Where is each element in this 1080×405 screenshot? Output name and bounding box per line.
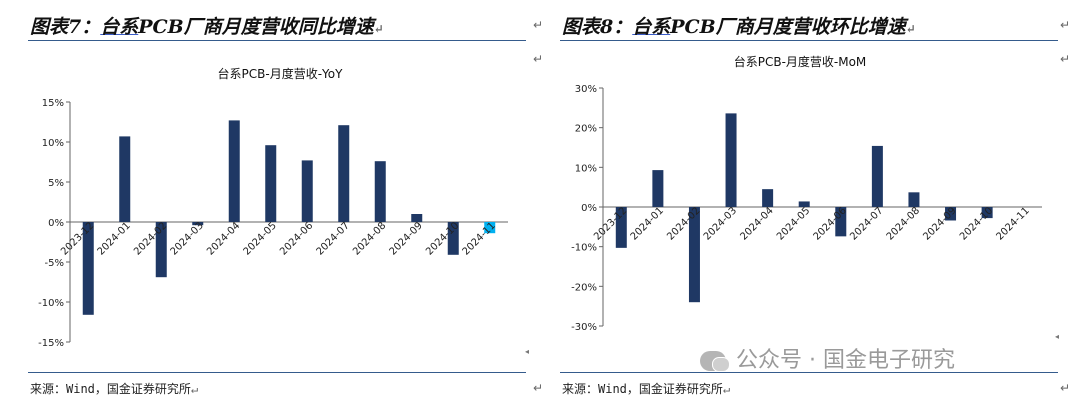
y-tick-label: -5% [45,258,64,269]
left-scroll-mark: ◂ [525,347,530,356]
right-title-underlined: 台系 [632,16,671,38]
bar-2024-05 [798,201,810,207]
bar-2024-04 [228,120,240,222]
bar-2024-03 [192,222,204,226]
y-tick-label: -15% [38,338,64,349]
bar-2024-10 [447,222,459,255]
y-tick-label: 15% [42,98,64,109]
chart-title: 台系PCB-月度营收-MoM [734,54,867,69]
bar-2024-09 [411,214,423,222]
mid-para-mark: ↵ [533,52,544,66]
chart-title: 台系PCB-月度营收-YoY [218,66,344,81]
x-tick-label: 2024-11 [461,220,498,257]
y-tick-label: 10% [42,138,64,149]
left-source-para-mark: ↵ [190,382,199,396]
right-figure-title: 图表8：台系PCB厂商月度营收环比增速↵ [562,12,916,39]
right-para-mark: ↵ [1060,18,1071,32]
y-tick-label: 10% [575,163,597,174]
x-tick-label: 2024-08 [885,205,922,242]
bar-2024-02 [688,207,700,303]
bar-2024-08 [374,161,386,222]
wechat-icon [700,351,730,372]
y-tick-label: 30% [575,84,597,95]
right-source-para-mark: ↵ [722,382,731,396]
x-tick-label: 2024-01 [629,205,666,242]
left-title-para-mark: ↵ [373,22,384,36]
x-tick-label: 2024-03 [702,205,739,242]
y-tick-label: 0% [581,203,597,214]
right-edge-para-mark: ↵ [1060,52,1071,66]
bar-2024-06 [301,160,313,222]
y-tick-label: 20% [575,124,597,135]
right-title-rest: PCB厂商月度营收环比增速 [670,16,906,38]
bar-2024-11 [484,222,496,234]
x-tick-label: 2024-04 [205,220,242,257]
bar-2024-06 [835,207,847,237]
x-tick-label: 2024-07 [315,220,352,257]
bar-2024-04 [762,189,774,207]
bar-2024-10 [981,207,993,219]
x-tick-label: 2024-03 [169,220,206,257]
bar-2023-12 [82,222,94,315]
x-tick-label: 2024-06 [278,220,315,257]
bottom-mid-para-mark: ↵ [533,381,544,395]
watermark: 公众号 · 国金电子研究 [700,342,955,374]
right-scroll-mark: ◂ [1055,332,1060,341]
left-title-rest: PCB厂商月度营收同比增速 [138,16,374,38]
y-tick-label: -10% [38,298,64,309]
right-title-para-mark: ↵ [905,22,916,36]
left-top-rule [28,40,526,41]
y-tick-label: -30% [571,322,597,333]
left-source-text: 来源：Wind，国金证券研究所 [30,382,191,396]
right-top-rule [560,40,1058,41]
bar-2024-07 [871,145,883,207]
bar-2024-08 [908,192,920,207]
yoy-chart: 台系PCB-月度营收-YoY15%10%5%0%-5%-10%-15%2023-… [38,66,508,349]
left-para-mark: ↵ [533,18,544,32]
right-title-prefix: 图表8： [562,16,633,38]
x-tick-label: 2024-01 [96,220,133,257]
right-source-text: 来源：Wind，国金证券研究所 [562,382,723,396]
left-title-underlined: 台系 [100,16,139,38]
x-tick-label: 2024-11 [994,205,1031,242]
left-figure-title: 图表7：台系PCB厂商月度营收同比增速↵ [30,12,384,39]
x-tick-label: 2024-09 [921,205,958,242]
y-tick-label: 5% [48,178,64,189]
x-tick-label: 2024-04 [738,205,775,242]
bar-2024-09 [945,207,957,221]
y-tick-label: -20% [571,282,597,293]
right-bottom-rule [560,372,1058,373]
x-tick-label: 2024-10 [958,205,995,242]
left-bottom-rule [28,372,526,373]
mom-chart: 台系PCB-月度营收-MoM 30% 20% 10% 0% -10% -20% -30% 202… [571,54,1042,333]
x-tick-label: 2024-05 [242,220,279,257]
left-source: 来源：Wind，国金证券研究所↵ [30,380,198,397]
left-title-prefix: 图表7： [30,16,101,38]
bar-2024-02 [155,222,167,278]
x-tick-label: 2024-09 [388,220,425,257]
bar-2024-05 [265,145,277,222]
bar-2023-12 [615,207,627,248]
bar-2024-01 [652,170,664,207]
y-tick-label: -10% [571,243,597,254]
x-tick-label: 2024-05 [775,205,812,242]
y-tick-label: 0% [48,218,64,229]
bar-2024-03 [725,113,737,207]
x-tick-label: 2024-07 [848,205,885,242]
x-tick-label: 2024-08 [351,220,388,257]
bottom-right-para-mark: ↵ [1060,381,1071,395]
watermark-text: 公众号 · 国金电子研究 [736,348,955,373]
bar-2024-07 [338,125,350,222]
bar-2024-01 [119,136,131,222]
right-source: 来源：Wind，国金证券研究所↵ [562,380,730,397]
